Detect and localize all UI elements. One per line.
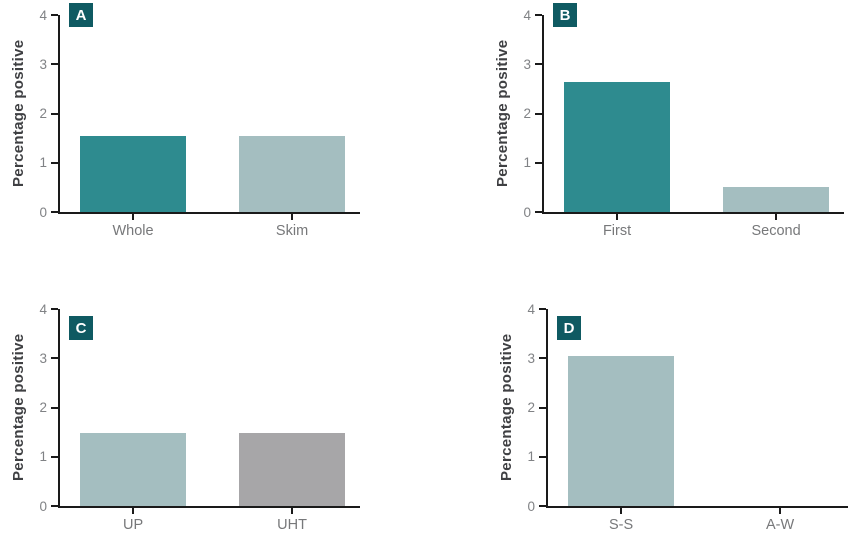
plot-area-b: Percentage positive B 0 1 2 3 4 First Second xyxy=(494,3,844,239)
bar-s-s xyxy=(568,355,674,506)
y-axis-title: Percentage positive xyxy=(498,333,515,482)
y-tick-mark xyxy=(539,357,546,360)
y-tick-label: 1 xyxy=(527,449,535,464)
y-tick-label: 2 xyxy=(527,399,535,415)
y-tick-label: 0 xyxy=(523,204,531,220)
y-axis-title: Percentage positive xyxy=(10,333,27,482)
chart-panel-b: Percentage positive B 0 1 2 3 4 First Second xyxy=(427,0,853,273)
y-tick-label: 3 xyxy=(39,56,47,72)
x-category-label: Second xyxy=(751,223,801,239)
x-tick-mark xyxy=(779,508,782,514)
bar-up xyxy=(80,433,186,506)
y-tick-mark xyxy=(535,161,542,164)
y-tick-mark xyxy=(51,505,58,507)
y-tick-mark xyxy=(535,14,542,16)
bar-uht xyxy=(239,433,345,506)
y-tick-label: 1 xyxy=(39,449,47,464)
y-tick-label: 3 xyxy=(527,350,535,366)
y-tick-label: 1 xyxy=(39,155,47,170)
y-tick-label: 4 xyxy=(39,7,47,23)
y-tick-mark xyxy=(51,455,58,458)
y-axis-title: Percentage positive xyxy=(10,39,27,188)
x-category-label: First xyxy=(602,223,632,239)
x-category-label: A-W xyxy=(765,517,795,533)
y-tick-mark xyxy=(51,161,58,164)
y-tick-label: 3 xyxy=(523,56,531,72)
y-tick-label: 4 xyxy=(527,301,535,317)
y-tick-mark xyxy=(539,505,546,507)
y-tick-mark xyxy=(535,211,542,213)
plot-area-c: Percentage positive C 0 1 2 3 4 UP UHT xyxy=(10,302,360,533)
y-tick-mark xyxy=(535,112,542,115)
y-tick-label: 3 xyxy=(39,350,47,366)
y-tick-label: 0 xyxy=(39,498,47,514)
bar-first xyxy=(564,81,670,212)
x-category-label: S-S xyxy=(608,517,634,533)
x-tick-mark xyxy=(616,214,619,220)
y-tick-mark xyxy=(51,112,58,115)
x-tick-mark xyxy=(775,214,778,220)
y-tick-mark xyxy=(51,211,58,213)
y-tick-mark xyxy=(51,308,58,310)
y-tick-mark xyxy=(51,406,58,409)
plot-area-a: Percentage positive A 0 1 2 3 4 Whole Skim xyxy=(10,3,360,239)
panel-badge-c: C xyxy=(69,316,93,340)
y-tick-label: 2 xyxy=(39,105,47,121)
x-tick-mark xyxy=(620,508,623,514)
x-category-label: Whole xyxy=(112,223,154,239)
y-axis-title: Percentage positive xyxy=(494,39,511,188)
y-tick-mark xyxy=(539,406,546,409)
bar-skim xyxy=(239,135,345,212)
x-category-label: UP xyxy=(122,517,144,533)
y-tick-mark xyxy=(51,357,58,360)
panel-badge-b: B xyxy=(553,3,577,27)
y-tick-label: 0 xyxy=(39,204,47,220)
y-tick-mark xyxy=(539,455,546,458)
y-tick-label: 1 xyxy=(523,155,531,170)
x-category-label: Skim xyxy=(275,223,309,239)
x-tick-mark xyxy=(132,214,135,220)
x-tick-mark xyxy=(291,214,294,220)
panel-badge-a: A xyxy=(69,3,93,27)
x-tick-mark xyxy=(132,508,135,514)
plot-area-d: Percentage positive D 0 1 2 3 4 S-S A-W xyxy=(498,302,848,533)
y-tick-mark xyxy=(51,14,58,16)
x-category-label: UHT xyxy=(277,517,307,533)
y-tick-label: 4 xyxy=(523,7,531,23)
chart-panel-a: Percentage positive A 0 1 2 3 4 Whole Skim xyxy=(0,0,427,273)
y-tick-label: 0 xyxy=(527,498,535,514)
chart-panel-c: Percentage positive C 0 1 2 3 4 UP UHT xyxy=(0,273,427,546)
chart-panel-d: Percentage positive D 0 1 2 3 4 S-S A-W xyxy=(427,273,853,546)
y-tick-mark xyxy=(535,63,542,66)
bar-second xyxy=(723,187,829,212)
y-tick-label: 2 xyxy=(523,105,531,121)
y-tick-mark xyxy=(51,63,58,66)
panel-badge-d: D xyxy=(557,316,581,340)
y-tick-label: 4 xyxy=(39,301,47,317)
y-tick-label: 2 xyxy=(39,399,47,415)
bar-whole xyxy=(80,135,186,212)
x-tick-mark xyxy=(291,508,294,514)
y-tick-mark xyxy=(539,308,546,310)
